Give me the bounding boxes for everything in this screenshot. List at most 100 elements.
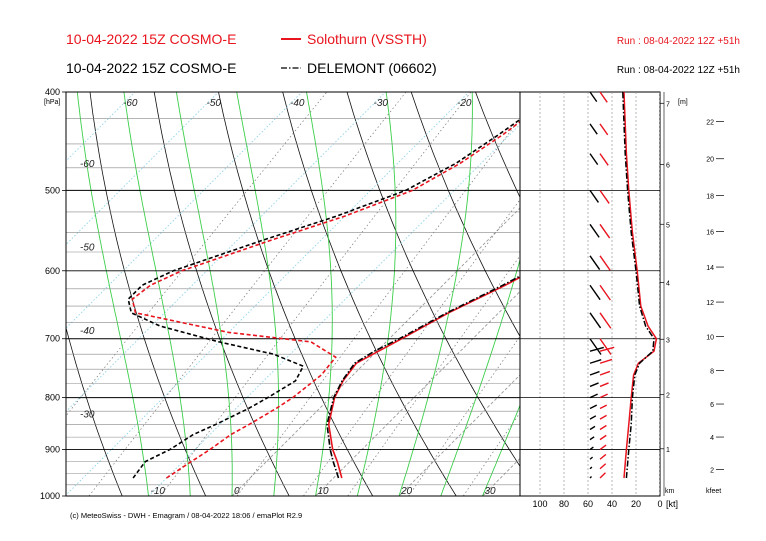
isotherm-label-left: -60: [80, 159, 95, 170]
pressure-tick-label: 500: [45, 185, 60, 195]
header-2-station: DELEMONT (06602): [307, 60, 437, 76]
wind-barb-solothurn: [599, 393, 608, 399]
wind-barb-solothurn: [599, 444, 607, 451]
isotherm-label-left: -30: [80, 410, 95, 421]
isotherm-line: [0, 92, 52, 496]
wind-speed-axis: 100 80 60 40 20 0 [kt]: [532, 499, 678, 509]
kfeet-tick-label: 14: [706, 265, 714, 272]
temperature-tick-label: 20: [400, 486, 413, 497]
wind-barb-delemont: [589, 284, 601, 301]
isotherm-line: [650, 92, 766, 496]
dry-adiabat-line: [668, 92, 766, 496]
dry-adiabat-line: [733, 92, 766, 496]
pressure-tick-label: 900: [45, 445, 60, 455]
wind-speed-tick-label: 60: [583, 499, 593, 509]
wind-barb-delemont: [589, 466, 593, 470]
isotherm-line: [66, 92, 470, 496]
kfeet-axis-unit: kfeet: [706, 488, 721, 495]
kfeet-tick-label: 2: [710, 468, 714, 475]
main-plot-background: [66, 92, 520, 496]
temperature-tick-label: -10: [151, 486, 166, 497]
wind-speed-profile-delemont: [622, 92, 655, 479]
wind-barb-delemont: [589, 123, 598, 135]
pressure-tick-label: 700: [45, 334, 60, 344]
isotherm-label-top: -60: [123, 98, 138, 109]
isotherm-label-left: -50: [80, 243, 95, 254]
km-tick-label: 5: [666, 222, 670, 229]
wind-speed-unit: [kt]: [666, 499, 678, 509]
dry-adiabat-line: [0, 92, 39, 496]
isotherm-line: [231, 207, 520, 496]
isotherm-line: [148, 123, 520, 496]
wind-speed-tick-label: 100: [532, 499, 547, 509]
wind-barb-solothurn: [599, 434, 607, 441]
footer-credit: (c) MeteoSwiss - DWH - Emagram / 08-04-2…: [70, 511, 302, 520]
pressure-tick-label: 1000: [40, 491, 60, 501]
km-tick-label: 4: [666, 280, 670, 287]
header-1-run: Run : 08-04-2022 12Z +51h: [617, 36, 740, 47]
wind-speed-tick-label: 80: [559, 499, 569, 509]
isotherm-label-top: -20: [457, 98, 472, 109]
isotherm-label-top: -30: [374, 98, 389, 109]
wind-barb-delemont: [589, 456, 594, 460]
wind-barb-delemont: [589, 223, 600, 238]
isobars: [66, 118, 520, 486]
kfeet-tick-label: 12: [706, 300, 714, 307]
dewpoint-profile-solothurn: [131, 120, 520, 479]
wind-barb-solothurn: [599, 358, 613, 364]
wind-barb-solothurn: [599, 463, 607, 470]
isotherm-line: [66, 92, 136, 162]
wind-barb-delemont: [589, 153, 599, 166]
wind-barb-delemont: [589, 446, 594, 451]
wind-barb-delemont: [589, 189, 600, 203]
wind-barb-delemont: [589, 255, 601, 270]
temperature-tick-label: 10: [318, 486, 330, 497]
wind-barb-delemont: [589, 91, 598, 103]
wind-barb-delemont: [589, 425, 596, 431]
isotherm-line: [315, 290, 520, 496]
kfeet-tick-label: 4: [710, 435, 714, 442]
temperature-tick-label: 0: [234, 486, 240, 497]
wind-panel: 100 80 60 40 20 0 [kt]: [519, 91, 678, 509]
wind-barb-solothurn: [599, 414, 607, 420]
pressure-tick-label: 800: [45, 393, 60, 403]
wind-barb-delemont: [589, 312, 602, 329]
wind-speed-grid: [520, 92, 660, 496]
wind-speed-tick-label: 0: [657, 499, 662, 509]
wind-barb-solothurn: [599, 346, 615, 352]
wind-barb-delemont: [589, 338, 602, 355]
wind-barb-solothurn: [599, 91, 608, 103]
isotherm-label-top: -40: [290, 98, 305, 109]
kfeet-tick-label: 6: [710, 402, 714, 409]
wind-barb-solothurn: [599, 338, 612, 355]
wind-barb-solothurn: [599, 424, 607, 431]
kfeet-tick-label: 16: [706, 230, 714, 237]
temperature-axis: -10 0 10 20 30: [151, 486, 497, 497]
kfeet-tick-label: 8: [710, 369, 714, 376]
pressure-tick-label: 400: [45, 87, 60, 97]
km-tick-label: 1: [666, 447, 670, 454]
wind-barb-delemont: [589, 370, 600, 376]
km-axis-unit-bottom: km: [665, 488, 675, 495]
height-km-axis: 1 2 3 4 5 6 7 [m] km: [660, 92, 688, 496]
sounding-profiles: [127, 118, 520, 479]
wind-barb-solothurn: [599, 255, 611, 271]
pressure-tick-label: 600: [45, 266, 60, 276]
main-plot-area: -60-50-40-30-20-60-50-40-30102030: [0, 91, 766, 497]
wind-barb-solothurn: [599, 370, 611, 376]
wind-barb-delemont: [589, 404, 598, 410]
wind-barb-delemont: [589, 415, 597, 420]
kfeet-tick-label: 10: [706, 335, 714, 342]
header-line-1: 10-04-2022 15Z COSMO-E Solothurn (VSSTH)…: [66, 31, 740, 47]
pressure-unit-label: [hPa]: [44, 99, 60, 106]
km-tick-label: 3: [666, 337, 670, 344]
wind-barb-solothurn: [599, 472, 606, 479]
wind-barb-solothurn: [599, 153, 609, 166]
km-tick-label: 2: [666, 393, 670, 400]
isotherm-label-left: -40: [80, 326, 95, 337]
temperature-profile-solothurn: [327, 276, 520, 479]
wind-speed-tick-label: 20: [631, 499, 641, 509]
wind-barbs: [589, 91, 615, 479]
wind-speed-profiles: [622, 92, 658, 479]
